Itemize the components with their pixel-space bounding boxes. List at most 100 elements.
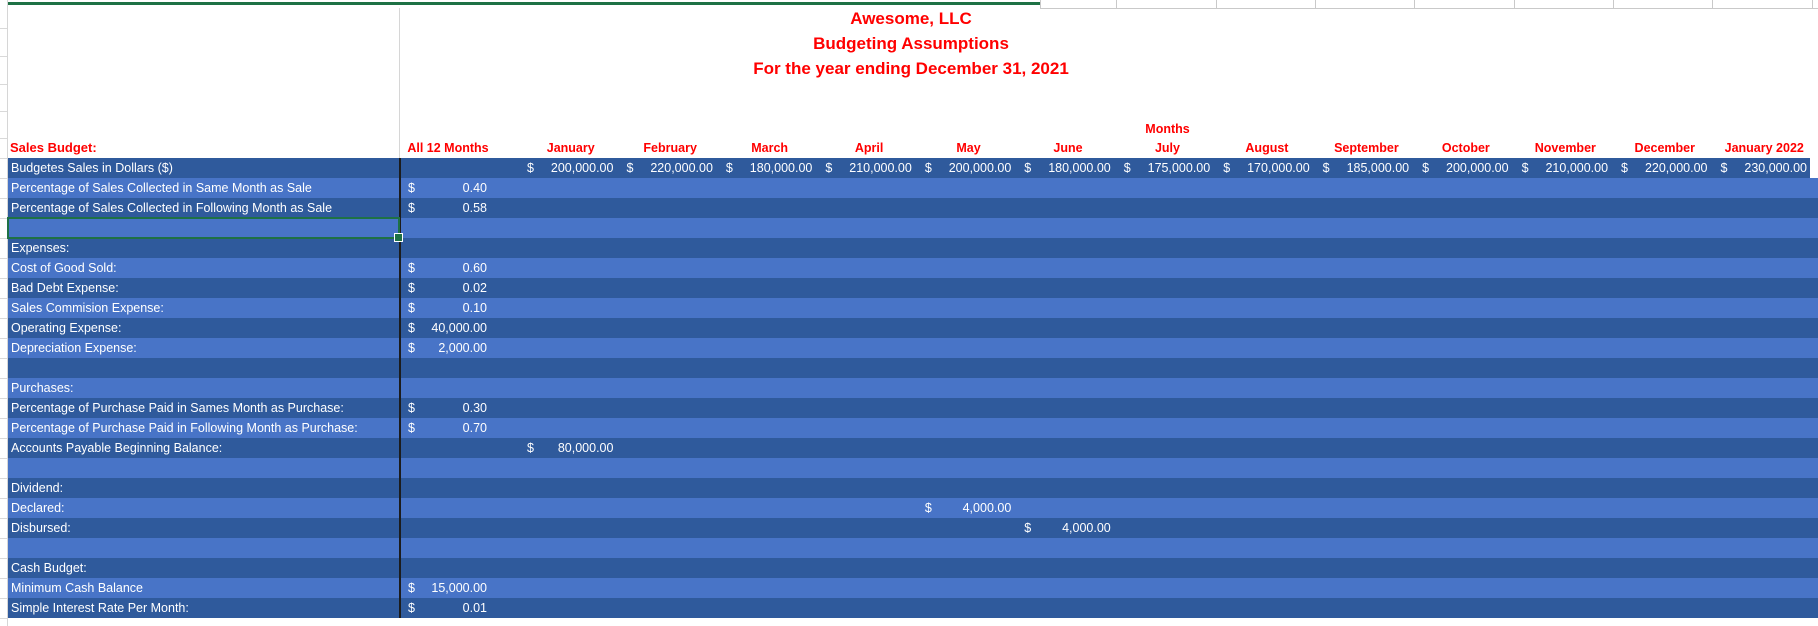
cell-label[interactable]: Disbursed: bbox=[11, 521, 71, 535]
months-group-header: Months bbox=[1145, 122, 1190, 136]
column-header-april[interactable]: April bbox=[854, 141, 884, 155]
table-row: Dividend: bbox=[8, 478, 1818, 498]
report-title[interactable]: Budgeting Assumptions bbox=[813, 34, 1009, 53]
cell-label[interactable]: Percentage of Sales Collected in Followi… bbox=[11, 201, 333, 215]
row-gridline bbox=[0, 558, 7, 559]
cell-label[interactable] bbox=[8, 458, 11, 478]
column-header-november[interactable]: November bbox=[1534, 141, 1596, 155]
top-gridline bbox=[1040, 8, 1818, 9]
cell-all-12-months[interactable]: $0.70 bbox=[399, 418, 497, 438]
row-gutter-border bbox=[7, 0, 8, 626]
currency-symbol: $ bbox=[408, 181, 415, 195]
cell-all-12-months[interactable]: $2,000.00 bbox=[399, 338, 497, 358]
cell-april[interactable]: $210,000.00 bbox=[819, 158, 918, 178]
cell-label[interactable]: Depreciation Expense: bbox=[11, 341, 137, 355]
column-header-all-12-months[interactable]: All 12 Months bbox=[407, 141, 489, 155]
cell-label[interactable]: Sales Commision Expense: bbox=[11, 301, 164, 315]
active-cell-selection[interactable] bbox=[7, 217, 403, 242]
cell-label[interactable]: Percentage of Sales Collected in Same Mo… bbox=[11, 181, 312, 195]
cell-all-12-months[interactable]: $40,000.00 bbox=[399, 318, 497, 338]
cell-value: 185,000.00 bbox=[1346, 161, 1410, 175]
report-period[interactable]: For the year ending December 31, 2021 bbox=[753, 59, 1069, 78]
cell-label[interactable]: Percentage of Purchase Paid in Following… bbox=[11, 421, 358, 435]
currency-symbol: $ bbox=[1720, 161, 1728, 175]
table-row: Percentage of Purchase Paid in Sames Mon… bbox=[8, 398, 1818, 418]
cell-january-2022[interactable]: $230,000.00 bbox=[1715, 158, 1814, 178]
cell-value: 0.70 bbox=[462, 421, 487, 435]
cell-value: 0.40 bbox=[462, 181, 487, 195]
cell-label[interactable]: Bad Debt Expense: bbox=[11, 281, 119, 295]
currency-symbol: $ bbox=[1123, 161, 1131, 175]
label-column-divider bbox=[399, 158, 401, 618]
cell-label[interactable]: Minimum Cash Balance bbox=[11, 581, 143, 595]
column-header-january[interactable]: January bbox=[546, 141, 595, 155]
cell-label[interactable]: Purchases: bbox=[11, 381, 74, 395]
cell-label[interactable]: Simple Interest Rate Per Month: bbox=[11, 601, 189, 615]
cell-all-12-months[interactable]: $0.10 bbox=[399, 298, 497, 318]
cell-all-12-months[interactable]: $15,000.00 bbox=[399, 578, 497, 598]
table-row: Budgetes Sales in Dollars ($) $200,000.00… bbox=[8, 158, 1810, 178]
currency-symbol: $ bbox=[1422, 161, 1430, 175]
column-header-december[interactable]: December bbox=[1634, 141, 1695, 155]
cell-label[interactable] bbox=[8, 538, 11, 558]
cell-may[interactable]: $200,000.00 bbox=[919, 158, 1018, 178]
currency-symbol: $ bbox=[408, 201, 415, 215]
row-gridline bbox=[0, 298, 7, 299]
cell-label[interactable]: Expenses: bbox=[11, 241, 70, 255]
cell-all-12-months[interactable]: $0.60 bbox=[399, 258, 497, 278]
cell-label[interactable]: Percentage of Purchase Paid in Sames Mon… bbox=[11, 401, 344, 415]
row-gridline bbox=[0, 338, 7, 339]
currency-symbol: $ bbox=[626, 161, 634, 175]
cell-november[interactable]: $210,000.00 bbox=[1516, 158, 1615, 178]
row-gridline bbox=[0, 358, 7, 359]
column-header-february[interactable]: February bbox=[643, 141, 697, 155]
cell-all-12-months[interactable]: $0.30 bbox=[399, 398, 497, 418]
sales-budget-section-label[interactable]: Sales Budget: bbox=[10, 140, 97, 155]
table-row: Simple Interest Rate Per Month: $0.01 bbox=[8, 598, 1818, 618]
cell-march[interactable]: $180,000.00 bbox=[720, 158, 819, 178]
cell-value: 2,000.00 bbox=[438, 341, 487, 355]
cell-january[interactable]: $200,000.00 bbox=[521, 158, 620, 178]
cell-february[interactable]: $220,000.00 bbox=[620, 158, 719, 178]
cell-may[interactable]: $4,000.00 bbox=[919, 498, 1018, 518]
cell-october[interactable]: $200,000.00 bbox=[1416, 158, 1515, 178]
row-gridline bbox=[0, 111, 7, 112]
cell-all-12-months[interactable]: $0.02 bbox=[399, 278, 497, 298]
cell-label[interactable] bbox=[8, 358, 11, 378]
column-header-may[interactable]: May bbox=[956, 141, 981, 155]
column-header-june[interactable]: June bbox=[1053, 141, 1083, 155]
column-header-september[interactable]: September bbox=[1334, 141, 1399, 155]
column-gridline bbox=[1116, 0, 1117, 8]
row-gridline bbox=[0, 84, 7, 85]
fill-handle[interactable] bbox=[394, 233, 403, 242]
cell-all-12-months[interactable]: $0.40 bbox=[399, 178, 497, 198]
cell-label[interactable]: Operating Expense: bbox=[11, 321, 122, 335]
cell-september[interactable]: $185,000.00 bbox=[1317, 158, 1416, 178]
cell-value: 180,000.00 bbox=[749, 161, 813, 175]
cell-value: 0.02 bbox=[462, 281, 487, 295]
column-header-october[interactable]: October bbox=[1441, 141, 1490, 155]
company-name[interactable]: Awesome, LLC bbox=[850, 9, 972, 28]
cell-june[interactable]: $180,000.00 bbox=[1018, 158, 1117, 178]
cell-august[interactable]: $170,000.00 bbox=[1217, 158, 1316, 178]
report-title-block: Awesome, LLC Budgeting Assumptions For t… bbox=[8, 6, 1814, 81]
cell-all-12-months[interactable]: $0.58 bbox=[399, 198, 497, 218]
cell-december[interactable]: $220,000.00 bbox=[1615, 158, 1714, 178]
table-row: Percentage of Purchase Paid in Following… bbox=[8, 418, 1818, 438]
row-gridline bbox=[0, 138, 7, 139]
cell-july[interactable]: $175,000.00 bbox=[1118, 158, 1217, 178]
cell-january[interactable]: $80,000.00 bbox=[521, 438, 620, 458]
cell-label[interactable]: Cash Budget: bbox=[11, 561, 87, 575]
cell-label[interactable]: Accounts Payable Beginning Balance: bbox=[11, 441, 223, 455]
cell-june[interactable]: $4,000.00 bbox=[1018, 518, 1117, 538]
cell-label[interactable]: Declared: bbox=[11, 501, 65, 515]
cell-label[interactable]: Dividend: bbox=[11, 481, 64, 495]
column-header-march[interactable]: March bbox=[751, 141, 789, 155]
cell-all-12-months[interactable]: $0.01 bbox=[399, 598, 497, 618]
column-header-january-2022[interactable]: January 2022 bbox=[1724, 141, 1804, 155]
column-header-august[interactable]: August bbox=[1245, 141, 1289, 155]
cell-label[interactable]: Budgetes Sales in Dollars ($) bbox=[11, 161, 173, 175]
cell-label[interactable]: Cost of Good Sold: bbox=[11, 261, 117, 275]
column-header-july[interactable]: July bbox=[1154, 141, 1180, 155]
row-gridline bbox=[0, 378, 7, 379]
